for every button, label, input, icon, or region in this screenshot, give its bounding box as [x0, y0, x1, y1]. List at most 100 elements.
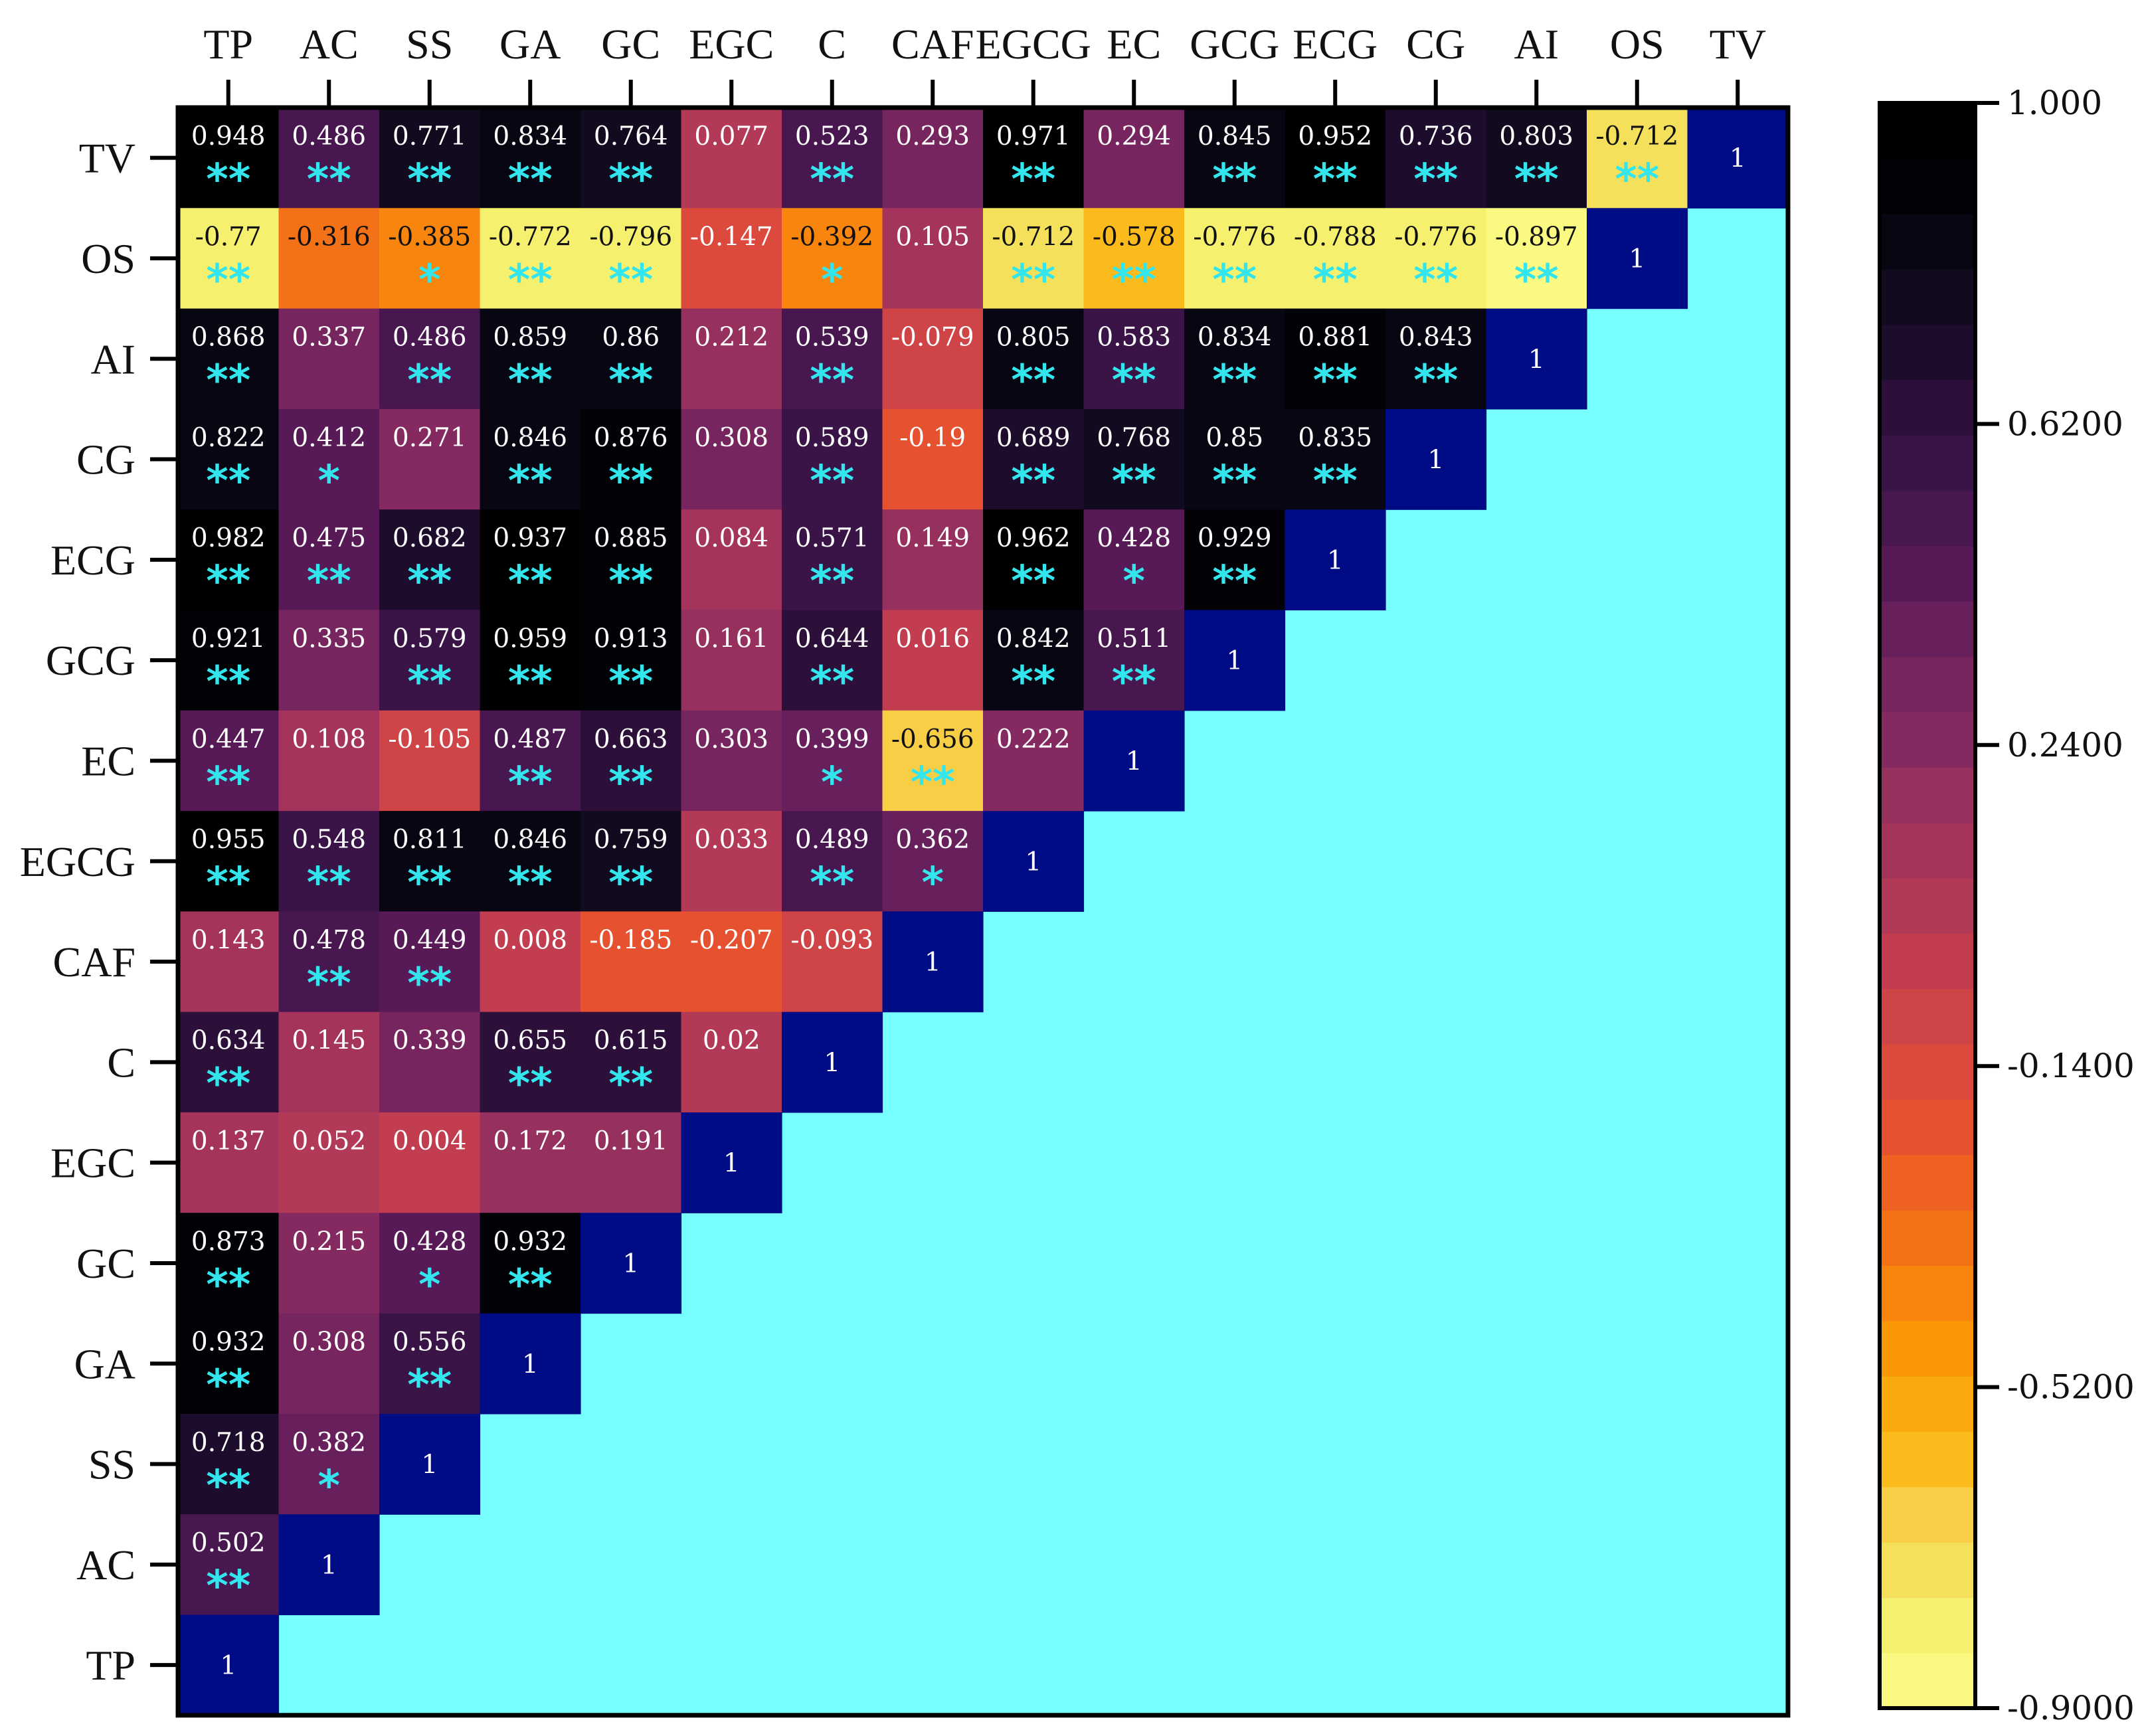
colorbar-segment — [1880, 1652, 1975, 1709]
colorbar-segment — [1880, 545, 1975, 602]
heatmap-cell — [782, 108, 883, 209]
heatmap-cell — [379, 208, 481, 309]
heatmap-cell — [178, 509, 280, 611]
x-tick-label: TP — [203, 21, 253, 68]
cell-value-label: -0.392 — [790, 222, 873, 252]
cell-value-label: 0.718 — [191, 1428, 266, 1458]
heatmap-cell — [379, 509, 481, 611]
cell-value-label: 0.294 — [1097, 122, 1171, 151]
significance-marker: ** — [608, 758, 653, 808]
heatmap-cell — [278, 1313, 380, 1415]
heatmap-cell — [882, 610, 984, 711]
heatmap-cell — [480, 811, 581, 912]
heatmap-cell — [1486, 108, 1587, 209]
cell-value-label: 0.293 — [895, 122, 970, 151]
significance-marker: ** — [911, 758, 955, 808]
significance-marker: ** — [1313, 357, 1358, 406]
significance-marker: ** — [608, 155, 653, 205]
significance-marker: ** — [508, 155, 553, 205]
heatmap-cell — [480, 1313, 581, 1415]
cell-value-label: 0.077 — [694, 122, 768, 151]
heatmap-cell — [1083, 408, 1185, 510]
significance-marker: ** — [1011, 256, 1055, 305]
heatmap-cell — [379, 308, 481, 410]
significance-marker: ** — [1313, 457, 1358, 506]
colorbar-segment — [1880, 269, 1975, 325]
heatmap-cell — [681, 408, 782, 510]
heatmap-cell — [480, 1213, 581, 1314]
x-tick-label: AC — [300, 21, 359, 68]
heatmap-cell — [782, 208, 883, 309]
colorbar-tick-label: 0.2400 — [2007, 726, 2123, 764]
cell-value-label: -0.385 — [388, 222, 471, 252]
significance-marker: ** — [1514, 155, 1559, 205]
colorbar-segment — [1880, 213, 1975, 270]
significance-marker: ** — [508, 557, 553, 606]
significance-marker: ** — [1413, 155, 1458, 205]
cell-value-label: 0.172 — [493, 1126, 567, 1156]
x-tick-label: GCG — [1190, 21, 1279, 68]
heatmap-cell — [379, 408, 481, 510]
cell-value-label: 0.222 — [996, 725, 1071, 754]
cell-value-label: -0.079 — [891, 323, 974, 353]
colorbar-segment — [1880, 490, 1975, 547]
heatmap-cell — [1184, 108, 1286, 209]
cell-value-label: 0.052 — [292, 1126, 366, 1156]
cell-value-label: 0.308 — [292, 1328, 366, 1357]
y-tick-label: SS — [88, 1441, 135, 1488]
cell-value-label: -0.776 — [1193, 222, 1276, 252]
cell-value-label: 1 — [421, 1450, 438, 1480]
heatmap-cell — [681, 308, 782, 410]
significance-marker: * — [821, 256, 843, 305]
significance-marker: ** — [508, 859, 553, 908]
x-tick-label: EGCG — [976, 21, 1091, 68]
y-tick-label: TP — [86, 1642, 135, 1689]
cell-value-label: 0.885 — [594, 523, 668, 553]
heatmap-cell — [480, 509, 581, 611]
heatmap-cell — [1083, 509, 1185, 611]
heatmap-cell — [278, 509, 380, 611]
heatmap-cell — [379, 610, 481, 711]
cell-value-label: 0.971 — [996, 122, 1071, 151]
cell-value-label: 1 — [1629, 244, 1645, 274]
x-tick-label: SS — [406, 21, 453, 68]
cell-value-label: -0.796 — [589, 222, 672, 252]
heatmap-cell — [178, 811, 280, 912]
significance-marker: ** — [508, 1260, 553, 1310]
heatmap-cell — [580, 610, 682, 711]
significance-marker: ** — [1011, 357, 1055, 406]
heatmap-cell — [178, 408, 280, 510]
heatmap-cell — [379, 911, 481, 1013]
cell-value-label: 0.655 — [493, 1026, 567, 1056]
heatmap-cell — [1486, 208, 1587, 309]
cell-value-label: 1 — [1730, 144, 1746, 174]
cell-value-label: 0.634 — [191, 1026, 266, 1056]
significance-marker: ** — [1011, 557, 1055, 606]
heatmap-cell — [1385, 308, 1487, 410]
y-tick-label: OS — [81, 235, 135, 282]
cell-value-label: 0.579 — [393, 624, 467, 654]
heatmap-cell — [681, 610, 782, 711]
significance-marker: ** — [508, 256, 553, 305]
x-axis: TP AC SS GA GC EGC C CAF EGCG EC GCG ECG CG AI OS TV — [203, 21, 1766, 108]
cell-value-label: 0.548 — [292, 825, 366, 855]
heatmap-cell — [580, 408, 682, 510]
colorbar-segment — [1880, 988, 1975, 1045]
cell-value-label: 1 — [824, 1048, 840, 1078]
significance-marker: ** — [206, 256, 250, 305]
significance-marker: ** — [1313, 155, 1358, 205]
heatmap-cell — [983, 108, 1085, 209]
cell-value-label: 0.004 — [393, 1126, 467, 1156]
cell-value-label: 0.846 — [493, 825, 567, 855]
cell-value-label: 0.948 — [191, 122, 266, 151]
significance-marker: ** — [1212, 557, 1257, 606]
colorbar-segment — [1880, 324, 1975, 381]
heatmap-cell — [782, 509, 883, 611]
cell-value-label: 0.881 — [1298, 323, 1372, 353]
heatmap-cell — [983, 610, 1085, 711]
heatmap-cell — [983, 308, 1085, 410]
cell-value-label: 0.952 — [1298, 122, 1372, 151]
cell-value-label: 0.428 — [393, 1227, 467, 1257]
significance-marker: ** — [307, 959, 351, 1008]
cell-value-label: 1 — [321, 1551, 337, 1581]
